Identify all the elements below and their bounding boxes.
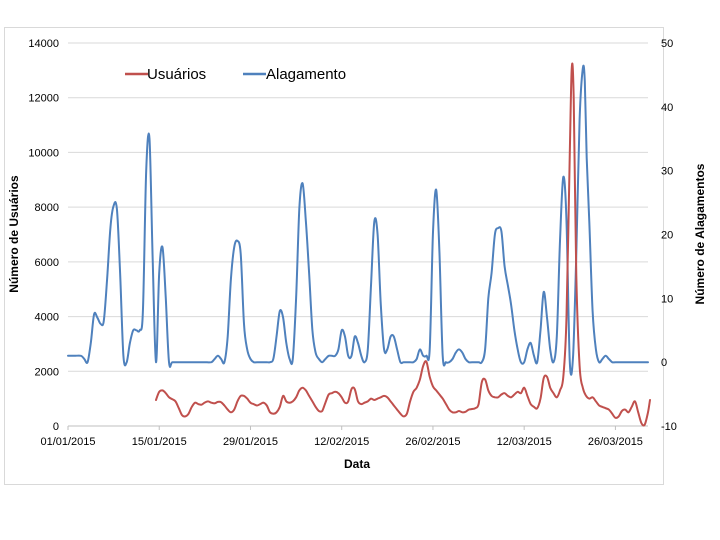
x-tick-0: 01/01/2015 — [40, 436, 95, 448]
y-tick-left-2: 4000 — [35, 312, 59, 324]
y-tick-left-0: 0 — [53, 421, 59, 433]
y-tick-left-3: 6000 — [35, 257, 59, 269]
y-tick-right-3: 20 — [661, 230, 673, 242]
y-axis-title-right: Número de Alagamentos — [693, 163, 707, 304]
y-tick-left-6: 12000 — [28, 93, 59, 105]
tick-labels: 0 2000 4000 6000 8000 10000 12000 14000 -10 0 10 20… — [28, 38, 677, 448]
x-tick-3: 12/02/2015 — [314, 436, 369, 448]
y-tick-right-1: 0 — [661, 357, 667, 369]
y-tick-right-6: 50 — [661, 38, 673, 50]
legend-label-usuarios: Usuários — [147, 66, 206, 83]
x-tick-2: 29/01/2015 — [223, 436, 278, 448]
series-line-usuarios — [155, 62, 651, 427]
series-line-alagamento — [67, 64, 649, 376]
y-axis-title-left: Número de Usuários — [7, 175, 21, 293]
x-tick-4: 26/02/2015 — [405, 436, 460, 448]
gridlines — [67, 42, 648, 430]
y-tick-right-2: 10 — [661, 293, 673, 305]
chart-area — [4, 27, 664, 485]
y-tick-left-4: 8000 — [35, 202, 59, 214]
x-tick-5: 12/03/2015 — [497, 436, 552, 448]
legend-label-alagamento: Alagamento — [266, 66, 346, 83]
y-tick-left-5: 10000 — [28, 147, 59, 159]
y-tick-right-5: 40 — [661, 102, 673, 114]
y-tick-left-7: 14000 — [28, 38, 59, 50]
x-axis-title: Data — [344, 457, 370, 471]
y-tick-right-4: 30 — [661, 166, 673, 178]
x-tick-1: 15/01/2015 — [132, 436, 187, 448]
series-layer — [67, 62, 651, 427]
y-tick-left-1: 2000 — [35, 366, 59, 378]
x-tick-6: 26/03/2015 — [588, 436, 643, 448]
legend: Usuários Alagamento — [125, 66, 346, 83]
y-tick-right-0: -10 — [661, 421, 677, 433]
